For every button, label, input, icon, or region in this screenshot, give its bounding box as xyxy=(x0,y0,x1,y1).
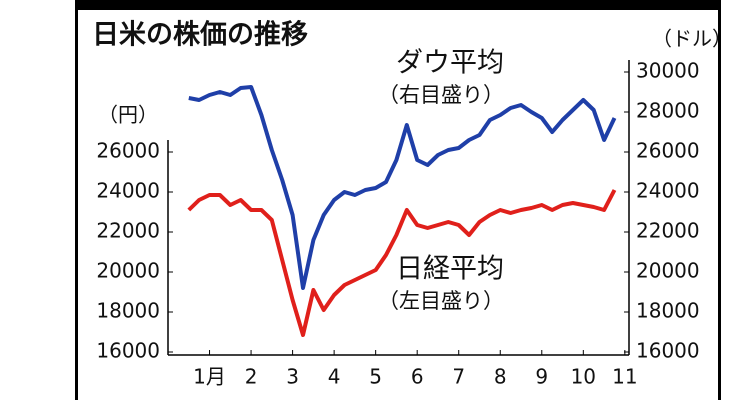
y2-tick-label: 18000 xyxy=(636,299,700,323)
y-tick-label: 20000 xyxy=(96,259,160,283)
frame-left xyxy=(75,0,78,400)
x-tick-label: 7 xyxy=(452,365,465,389)
x-tick-label: 4 xyxy=(328,365,341,389)
x-tick-label: 6 xyxy=(411,365,424,389)
y2-tick-label: 26000 xyxy=(636,139,700,163)
series-label: ダウ平均 xyxy=(396,48,504,79)
x-tick-label: 11 xyxy=(612,365,637,389)
frame-right xyxy=(718,0,721,400)
y2-tick-label: 16000 xyxy=(636,339,700,363)
annotation: （右目盛り） xyxy=(378,83,504,107)
x-tick-label: 8 xyxy=(494,365,507,389)
y2-tick-label: 24000 xyxy=(636,179,700,203)
x-tick-label: 3 xyxy=(286,365,299,389)
y2-tick-label: 20000 xyxy=(636,259,700,283)
series-label: 日経平均 xyxy=(396,254,504,285)
y-tick-label: 16000 xyxy=(96,339,160,363)
series-line xyxy=(187,189,617,337)
x-tick-label: 5 xyxy=(369,365,382,389)
y2-axis-label: （ドル） xyxy=(652,27,732,51)
x-tick-label: 9 xyxy=(535,365,548,389)
annotation: （左目盛り） xyxy=(378,289,504,313)
y2-tick-label: 30000 xyxy=(636,59,700,83)
y-tick-label: 18000 xyxy=(96,299,160,323)
y-tick-label: 22000 xyxy=(96,219,160,243)
frame-top xyxy=(75,0,721,10)
y2-tick-label: 22000 xyxy=(636,219,700,243)
series-line xyxy=(188,85,617,290)
x-tick-label: 2 xyxy=(245,365,258,389)
y2-tick-label: 28000 xyxy=(636,99,700,123)
chart-title: 日米の株価の推移 xyxy=(92,20,308,51)
y-tick-label: 26000 xyxy=(96,139,160,163)
x-tick-label: 1月 xyxy=(193,365,226,389)
x-tick-label: 10 xyxy=(571,365,596,389)
y-axis-label: （円） xyxy=(98,103,158,127)
y-tick-label: 24000 xyxy=(96,179,160,203)
